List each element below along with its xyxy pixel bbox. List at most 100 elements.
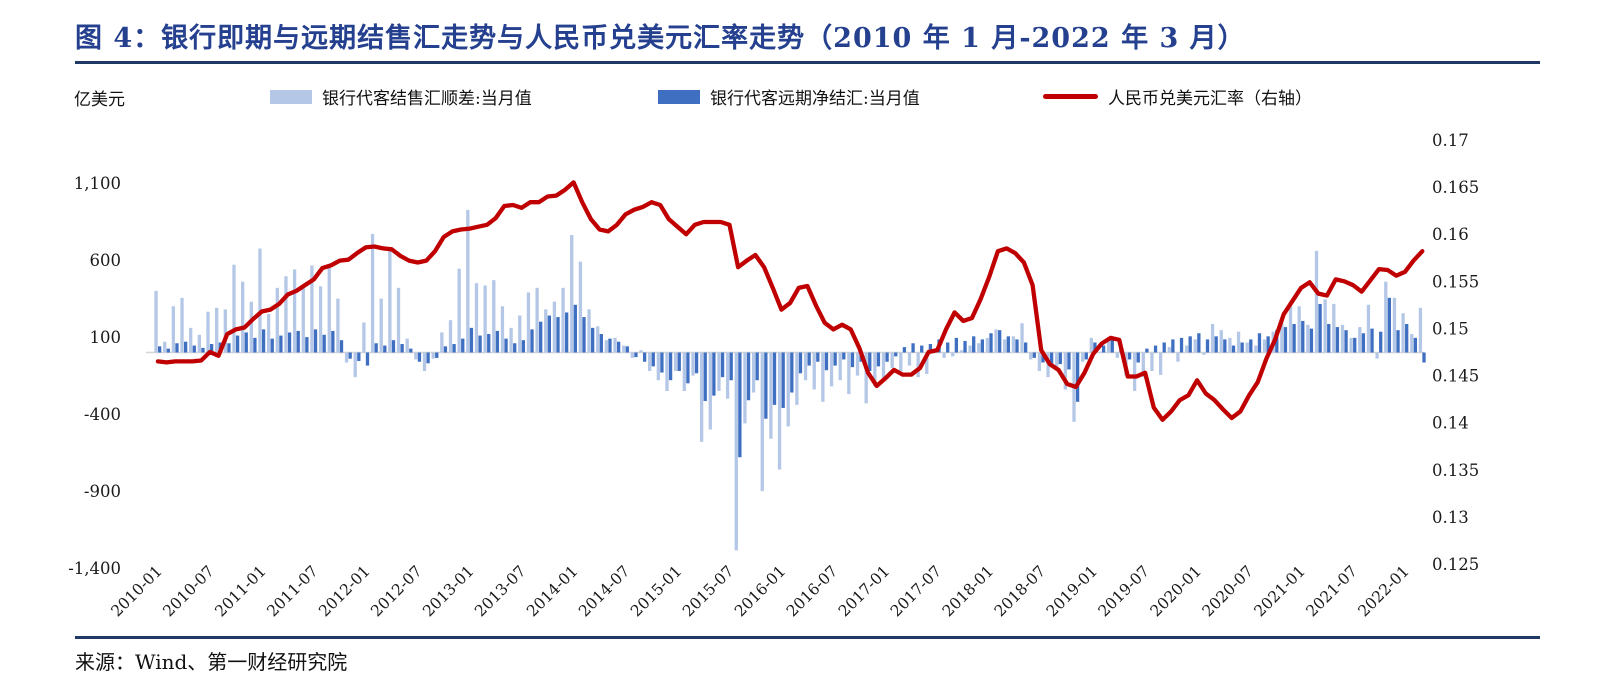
spot-bar: [1055, 352, 1059, 367]
forward-bar: [417, 352, 422, 362]
forward-bar: [868, 352, 872, 371]
x-axis-tick-label: 2018-07: [991, 562, 1049, 620]
forward-bar: [1370, 328, 1374, 353]
right-axis-tick-label: 0.13: [1432, 508, 1469, 527]
forward-bar: [1327, 324, 1331, 353]
spot-bar: [1262, 339, 1267, 353]
forward-bar: [634, 352, 638, 358]
forward-bar: [1084, 352, 1088, 360]
source-separator: [75, 636, 1540, 639]
spot-bar: [258, 248, 262, 353]
forward-bar: [244, 332, 248, 353]
forward-bar: [1335, 327, 1340, 353]
x-axis-tick-label: 2012-07: [367, 562, 425, 620]
forward-bar: [599, 334, 603, 353]
spot-bar: [232, 264, 236, 353]
forward-bar: [1205, 339, 1210, 353]
forward-bar: [261, 329, 266, 353]
forward-bar: [1015, 339, 1019, 353]
legend-item-rate: 人民币兑美元汇率（右轴）: [1043, 84, 1312, 109]
spot-bar: [734, 352, 738, 551]
left-axis-tick-label: -1,400: [68, 559, 121, 578]
spot-bar: [639, 350, 643, 353]
x-axis-tick-label: 2013-07: [471, 562, 529, 620]
spot-bar: [526, 292, 531, 353]
spot-bar: [1288, 306, 1293, 353]
spot-bar: [310, 265, 314, 353]
right-axis-tick-label: 0.17: [1432, 131, 1469, 150]
x-axis-tick-label: 2017-01: [835, 562, 893, 620]
forward-bar: [608, 338, 612, 353]
forward-bar: [1344, 330, 1348, 353]
forward-bar: [348, 352, 352, 359]
forward-bar: [972, 336, 976, 353]
spot-bar: [535, 287, 539, 353]
spot-bar: [275, 287, 279, 353]
spot-bar: [916, 352, 920, 378]
forward-bar: [166, 348, 170, 353]
left-axis-ticks: 1,100 600 100 -400 -900 -1,400: [68, 174, 121, 578]
spot-bar: [1011, 336, 1016, 353]
legend-label-spot: 银行代客结售汇顺差:当月值: [322, 89, 532, 109]
spot-bar: [422, 352, 427, 371]
forward-bar: [729, 352, 733, 381]
forward-bar: [227, 343, 231, 353]
forward-bar: [1101, 345, 1106, 353]
forward-bar: [400, 344, 404, 353]
forward-bar: [668, 352, 673, 381]
forward-bar: [928, 344, 933, 353]
spot-bar: [812, 352, 816, 390]
spot-bar: [1384, 281, 1388, 353]
spot-bar: [1158, 352, 1163, 375]
forward-bar: [781, 352, 785, 408]
spot-bar: [1219, 330, 1223, 353]
forward-bar: [954, 337, 959, 353]
x-axis-tick-label: 2021-01: [1251, 562, 1309, 620]
spot-bar: [1410, 334, 1414, 353]
forward-bar: [651, 352, 655, 367]
legend-item-spot: 银行代客结售汇顺差:当月值: [270, 84, 532, 109]
right-axis-tick-label: 0.14: [1432, 414, 1469, 433]
right-axis-tick-label: 0.165: [1432, 178, 1479, 197]
forward-bar: [296, 330, 300, 353]
spot-bar: [630, 352, 634, 358]
forward-bar: [1049, 352, 1054, 368]
forward-bar: [235, 335, 240, 353]
forward-bar: [1032, 352, 1036, 358]
forward-bar: [1309, 328, 1314, 353]
forward-bar: [331, 330, 335, 353]
spot-bar: [1202, 352, 1206, 355]
spot-bar: [266, 314, 271, 353]
spot-bar-swatch-icon: [270, 89, 312, 104]
forward-bar: [616, 341, 621, 353]
x-axis-tick-label: 2021-07: [1303, 562, 1361, 620]
forward-bar: [452, 344, 456, 353]
spot-bar: [1340, 324, 1345, 353]
spot-bar: [466, 209, 470, 353]
spot-bar: [648, 352, 652, 371]
forward-bar: [1006, 336, 1010, 353]
spot-bar: [396, 287, 401, 353]
spot-bar: [518, 315, 522, 353]
x-axis-tick-label: 2016-01: [731, 562, 789, 620]
forward-bar: [798, 352, 803, 374]
spot-bar: [1332, 303, 1336, 353]
forward-bar: [1136, 352, 1140, 363]
left-axis-tick-label: -900: [84, 482, 121, 501]
forward-bar: [357, 352, 361, 361]
x-axis-ticks: 2010-012010-072011-012011-072012-012012-…: [108, 562, 1413, 620]
forward-bar: [686, 352, 690, 384]
spot-bar: [509, 327, 513, 353]
spot-bar: [578, 261, 583, 353]
forward-bar: [183, 341, 188, 353]
forward-bar: [1197, 333, 1201, 353]
forward-bar: [989, 333, 993, 353]
spot-bar: [448, 320, 453, 353]
forward-bar: [772, 352, 777, 405]
forward-bar: [746, 352, 751, 401]
title-underline: [75, 61, 1540, 64]
spot-bar: [1418, 307, 1423, 353]
forward-bar: [738, 352, 742, 458]
left-axis-tick-label: 1,100: [74, 174, 121, 193]
spot-bar: [942, 352, 946, 358]
